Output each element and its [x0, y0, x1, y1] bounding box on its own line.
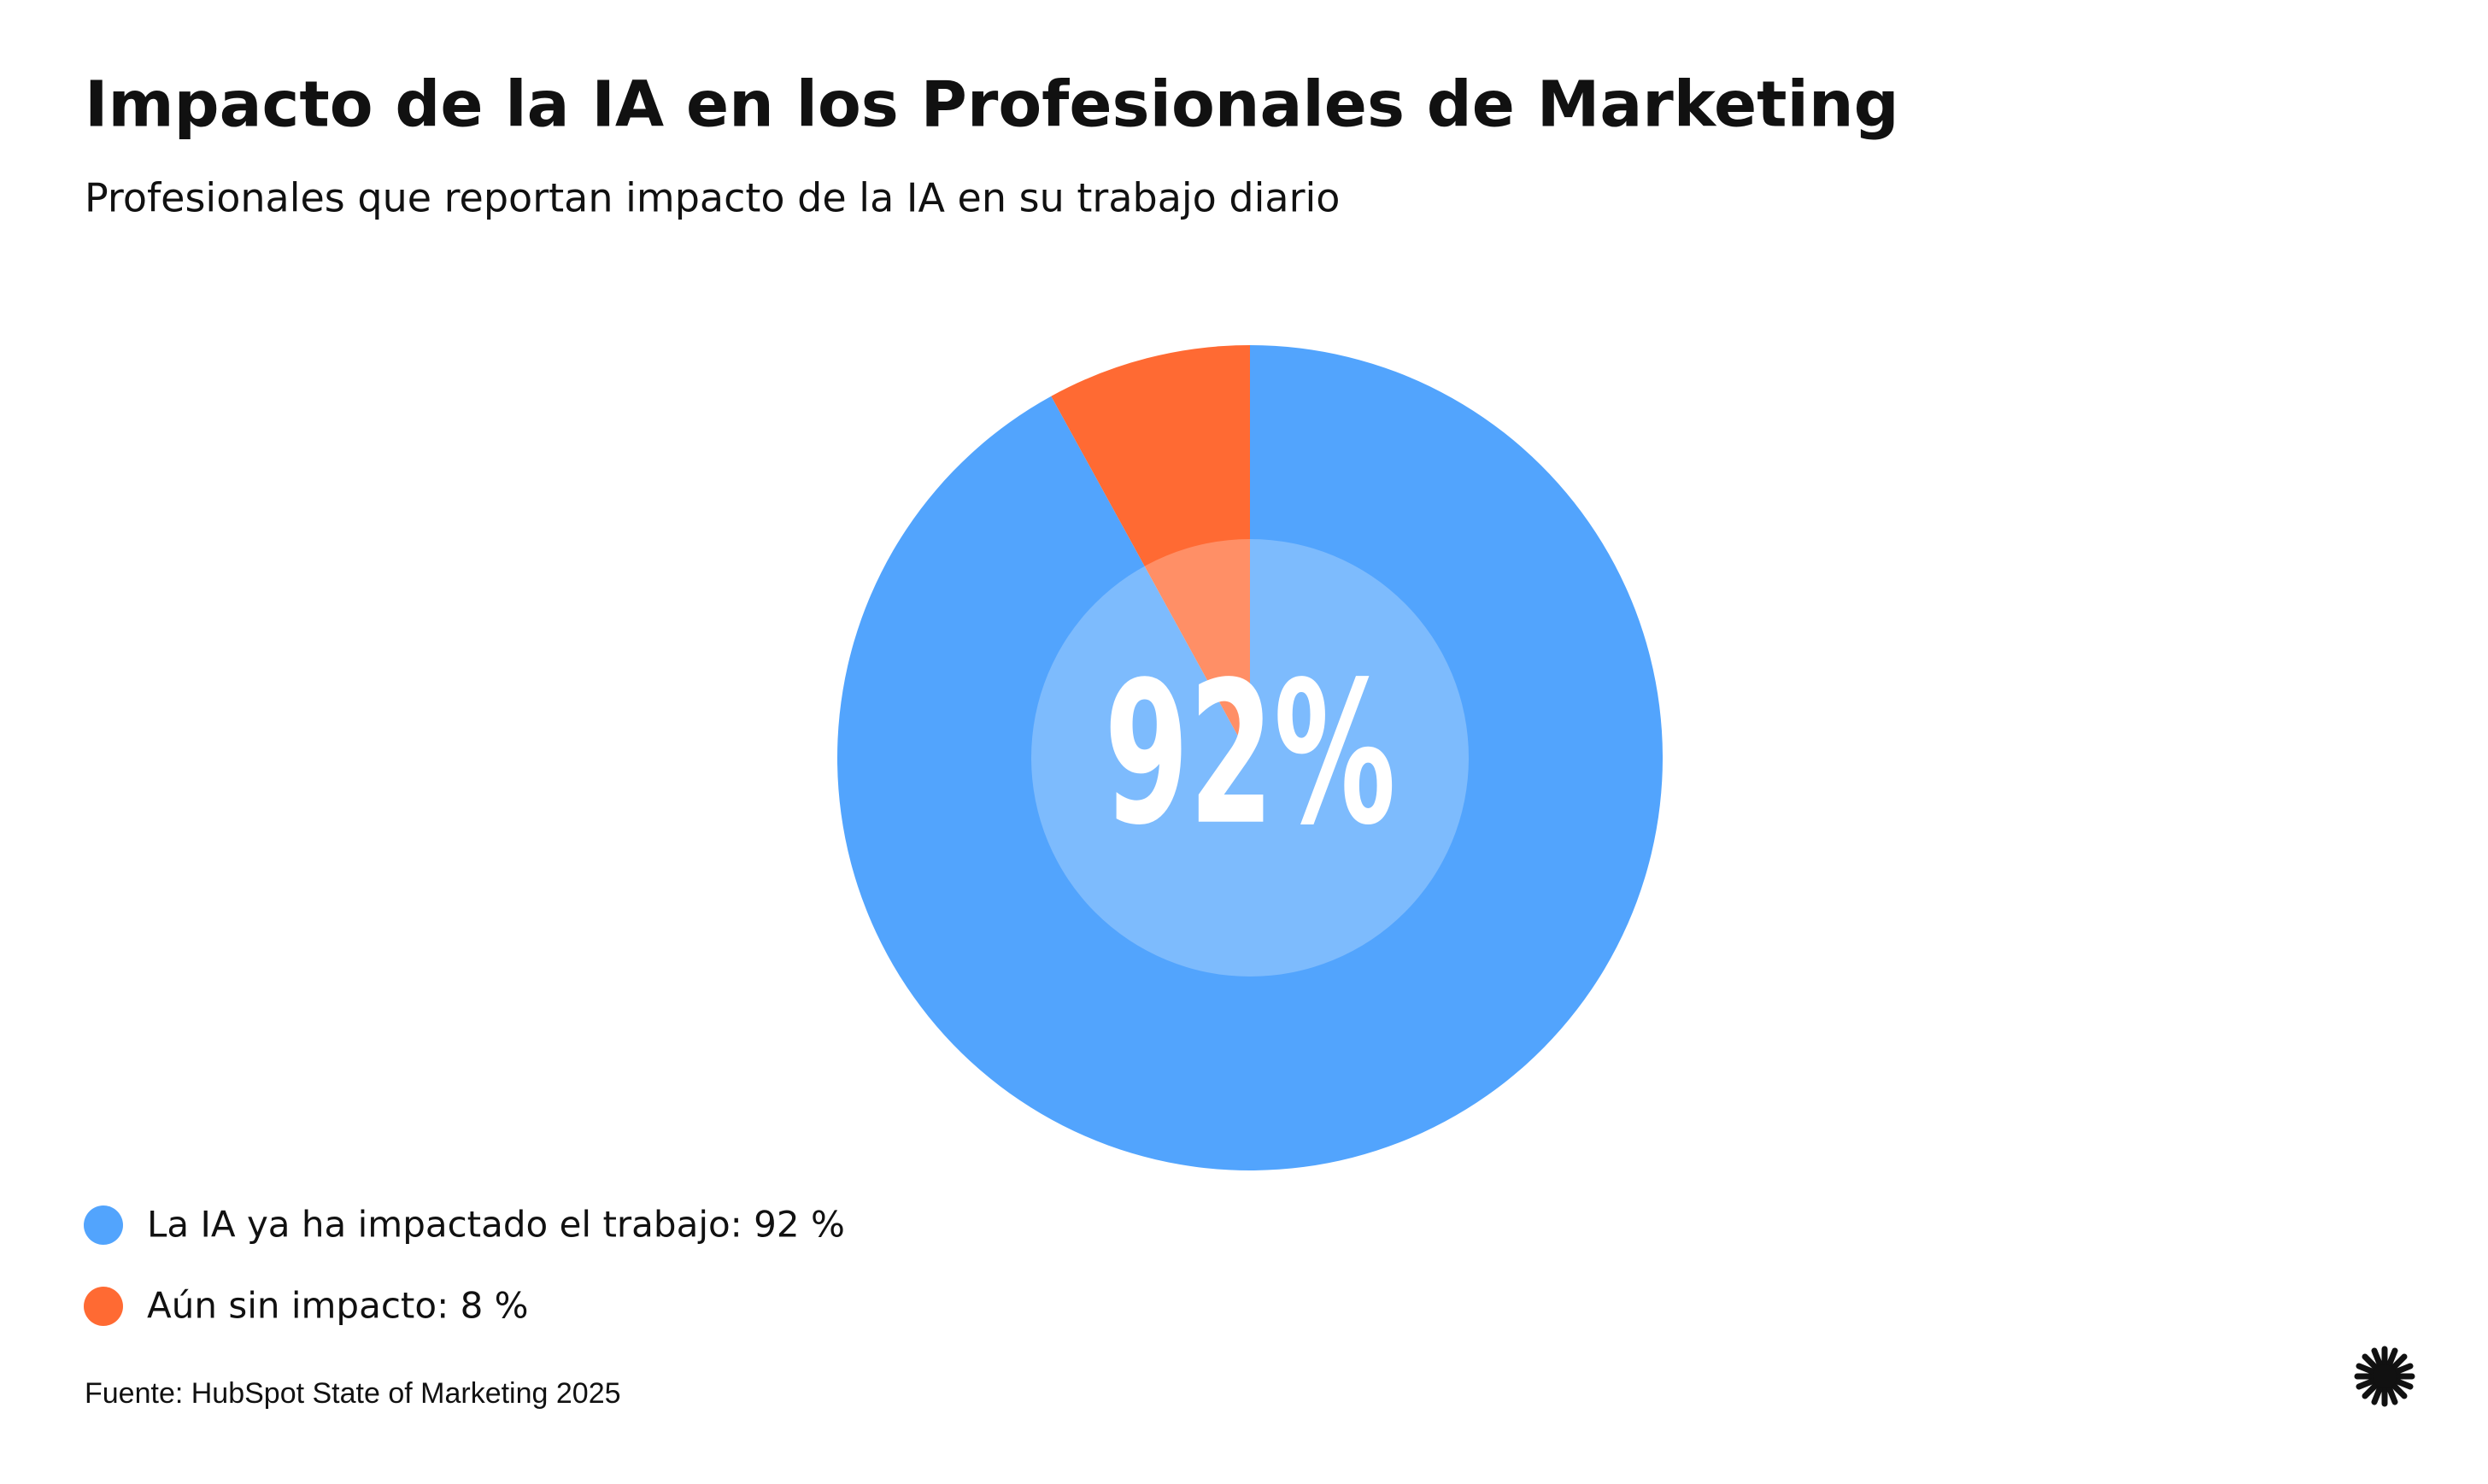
legend-swatch: [84, 1287, 123, 1326]
chart-title: Impacto de la IA en los Profesionales de…: [85, 68, 1899, 142]
chart-subtitle: Profesionales que reportan impacto de la…: [85, 175, 1340, 221]
center-label: 92%: [1104, 640, 1395, 869]
pie-slice: [1051, 345, 1250, 758]
source-note: Fuente: HubSpot State of Marketing 2025: [85, 1377, 621, 1410]
legend-swatch: [84, 1205, 123, 1245]
legend-label: La IA ya ha impactado el trabajo: 92 %: [147, 1204, 845, 1246]
pie-slice: [837, 345, 1664, 1170]
logo: [2354, 1346, 2415, 1407]
legend-label: Aún sin impacto: 8 %: [147, 1285, 529, 1327]
center-overlay: [1031, 539, 1469, 977]
